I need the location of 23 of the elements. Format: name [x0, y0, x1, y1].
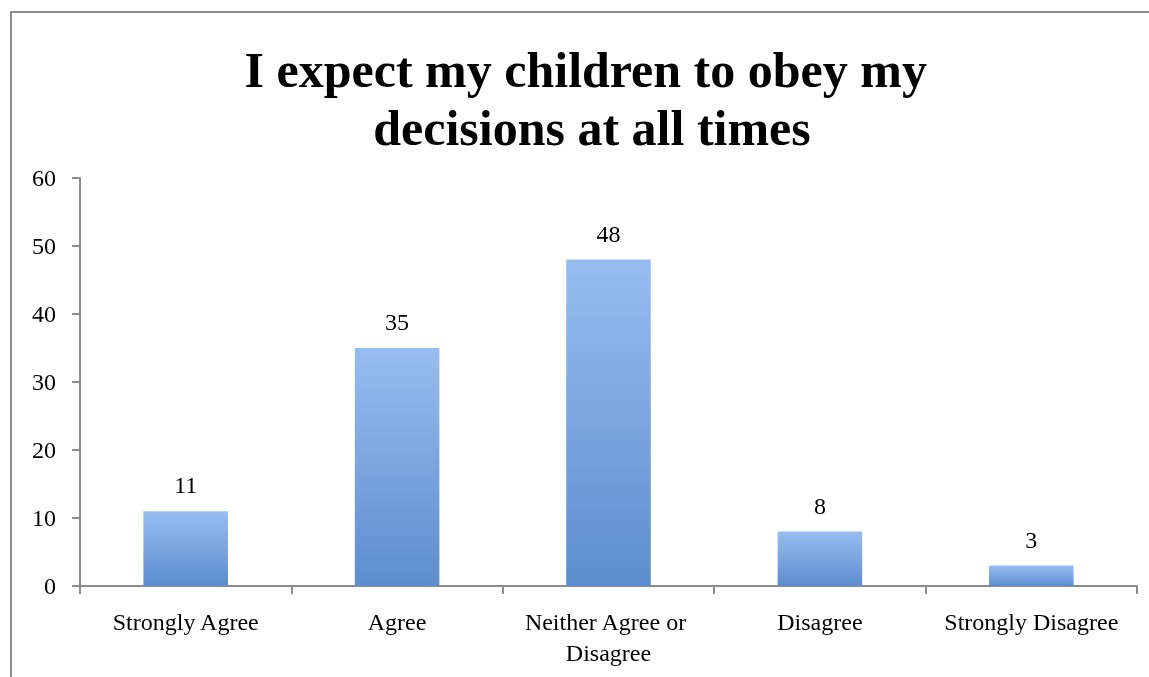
data-label: 8: [813, 492, 826, 519]
data-label: 3: [1025, 526, 1038, 553]
y-tick-label: 50: [32, 233, 56, 259]
y-tick-label: 0: [44, 573, 56, 599]
data-label: 48: [596, 220, 621, 247]
bar: [354, 348, 440, 586]
data-label: 35: [385, 309, 410, 335]
bar: [566, 259, 651, 586]
chart-title: I expect my children to obey my decisions at all times: [244, 42, 940, 156]
x-tick-label: Strongly Agree: [112, 608, 259, 635]
data-label: 11: [174, 472, 198, 499]
bar: [989, 565, 1074, 586]
y-tick-label: 60: [32, 165, 56, 191]
y-tick-label: 30: [32, 369, 56, 395]
x-tick-label: Agree: [367, 608, 427, 635]
bar: [143, 511, 228, 586]
y-tick-label: 20: [32, 437, 56, 463]
x-tick-label: Disagree: [777, 608, 863, 635]
y-tick-label: 40: [32, 301, 56, 327]
x-tick-label: Strongly Disagree: [944, 608, 1119, 635]
y-tick-label: 10: [32, 505, 56, 531]
x-tick-label: Neither Agree or Disagree: [524, 608, 693, 666]
bar: [777, 531, 863, 586]
